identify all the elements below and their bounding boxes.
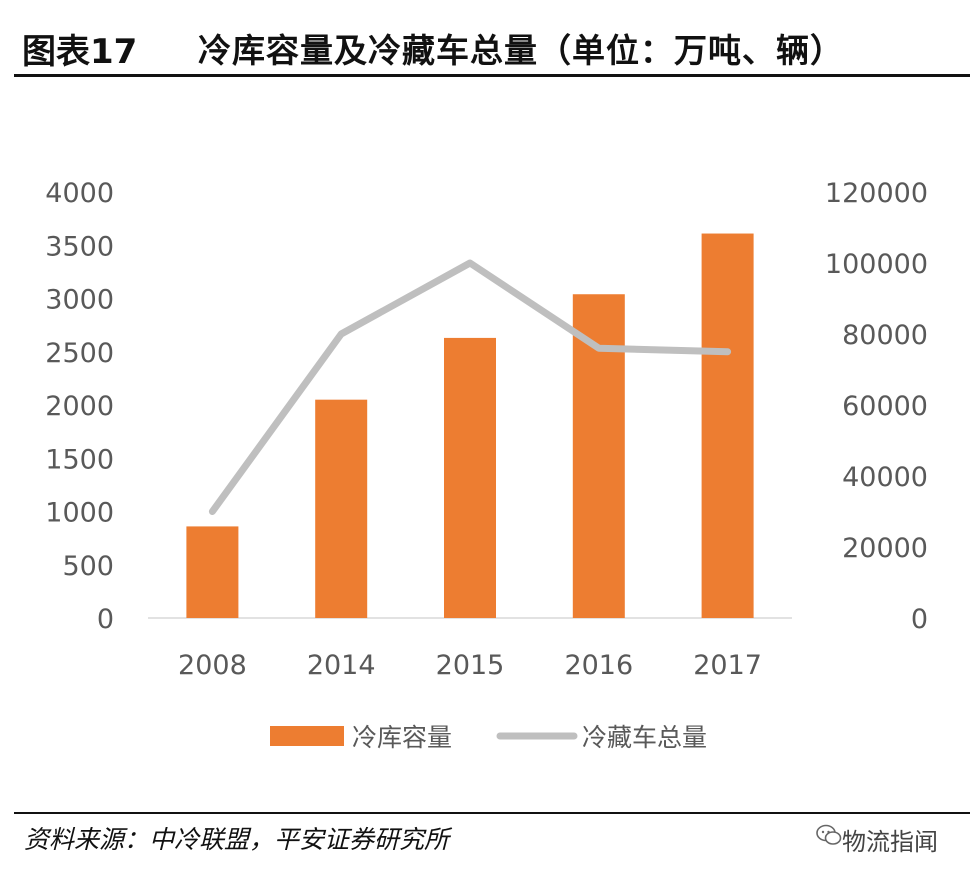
left-tick-label: 4000	[45, 178, 114, 209]
x-tick-label: 2017	[693, 650, 762, 681]
line-point	[726, 350, 729, 353]
line-point	[211, 510, 214, 513]
bar	[701, 233, 754, 618]
line-point	[340, 333, 343, 335]
bar	[315, 399, 368, 618]
right-tick-label: 40000	[842, 462, 928, 493]
left-tick-label: 2500	[45, 338, 114, 369]
left-axis: 0 500 1000 1500 2000 2500 3000 3500 4000	[45, 178, 114, 635]
figure-header: 图表17 冷库容量及冷藏车总量（单位：万吨、辆）	[14, 14, 970, 77]
source-text: 资料来源：中冷联盟，平安证券研究所	[24, 825, 450, 854]
chart-title: 冷库容量及冷藏车总量（单位：万吨、辆）	[198, 31, 844, 70]
line-point	[469, 262, 471, 264]
left-tick-label: 0	[97, 604, 114, 635]
wechat-icon	[816, 824, 842, 845]
left-tick-label: 1500	[45, 444, 114, 475]
left-tick-label: 3500	[45, 231, 114, 262]
legend-label-line: 冷藏车总量	[582, 723, 707, 752]
x-tick-label: 2014	[307, 650, 376, 681]
bar	[444, 337, 496, 618]
x-tick-label: 2015	[436, 650, 505, 681]
watermark-text: 物流指闻	[842, 828, 938, 856]
legend-swatch-bar	[270, 726, 344, 746]
source-footer: 资料来源：中冷联盟，平安证券研究所 物流指闻	[14, 812, 970, 862]
left-tick-label: 500	[62, 551, 114, 582]
x-axis-labels: 2008 2014 2015 2016 2017	[178, 650, 762, 681]
legend-label-bar: 冷库容量	[352, 723, 452, 752]
left-tick-label: 2000	[45, 391, 114, 422]
bar	[572, 294, 625, 618]
bar	[186, 526, 239, 618]
right-tick-label: 0	[911, 604, 928, 635]
right-tick-label: 20000	[842, 533, 928, 564]
left-tick-label: 1000	[45, 498, 114, 529]
dual-axis-chart: 0 500 1000 1500 2000 2500 3000 3500 4000 0 20000 4…	[45, 178, 928, 752]
right-axis: 0 20000 40000 60000 80000 100000 120000	[825, 178, 928, 635]
x-tick-label: 2008	[178, 650, 247, 681]
left-tick-label: 3000	[45, 285, 114, 316]
right-tick-label: 80000	[842, 320, 928, 351]
right-tick-label: 60000	[842, 391, 928, 422]
line-point	[597, 347, 600, 350]
right-tick-label: 100000	[825, 249, 928, 280]
line-series	[208, 259, 732, 515]
x-tick-label: 2016	[564, 650, 633, 681]
legend: 冷库容量 冷藏车总量	[270, 723, 707, 752]
right-tick-label: 120000	[825, 178, 928, 209]
figure-number: 图表17	[22, 32, 138, 72]
